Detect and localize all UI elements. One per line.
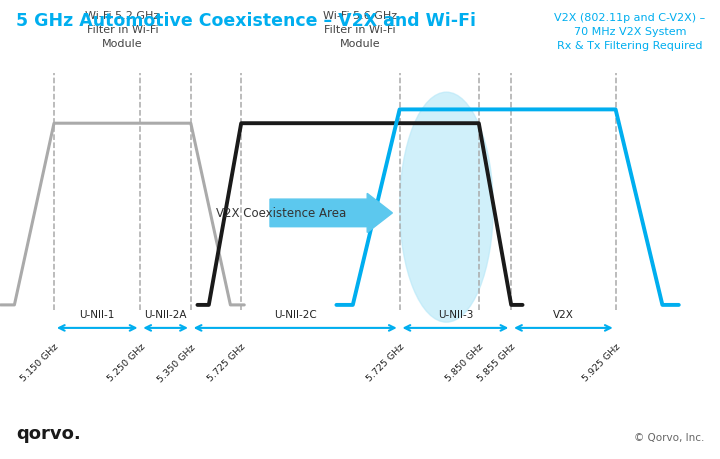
Text: U-NII-3: U-NII-3 bbox=[438, 309, 473, 319]
Text: 5.855 GHz: 5.855 GHz bbox=[477, 342, 518, 383]
Text: 5.725 GHz: 5.725 GHz bbox=[365, 342, 406, 383]
Text: 5.850 GHz: 5.850 GHz bbox=[444, 342, 485, 383]
FancyArrow shape bbox=[270, 194, 392, 233]
Text: qorvo.: qorvo. bbox=[16, 424, 81, 442]
Text: U-NII-2A: U-NII-2A bbox=[144, 309, 187, 319]
Text: Wi-Fi 5.6 GHz
Filter in Wi-Fi
Module: Wi-Fi 5.6 GHz Filter in Wi-Fi Module bbox=[323, 11, 397, 49]
Text: © Qorvo, Inc.: © Qorvo, Inc. bbox=[634, 431, 704, 442]
Text: V2X (802.11p and C-V2X) –
70 MHz V2X System
Rx & Tx Filtering Required: V2X (802.11p and C-V2X) – 70 MHz V2X Sys… bbox=[554, 13, 706, 51]
Text: U-NII-2C: U-NII-2C bbox=[274, 309, 317, 319]
Text: 5 GHz Automotive Coexistence – V2X and Wi-Fi: 5 GHz Automotive Coexistence – V2X and W… bbox=[16, 11, 476, 29]
Text: 5.725 GHz: 5.725 GHz bbox=[207, 342, 248, 383]
Ellipse shape bbox=[400, 93, 493, 322]
Text: Wi-Fi 5.2 GHz
Filter in Wi-Fi
Module: Wi-Fi 5.2 GHz Filter in Wi-Fi Module bbox=[85, 11, 160, 49]
Text: 5.150 GHz: 5.150 GHz bbox=[19, 342, 60, 383]
Text: 5.250 GHz: 5.250 GHz bbox=[106, 342, 147, 383]
Text: 5.350 GHz: 5.350 GHz bbox=[156, 342, 197, 383]
Text: V2X: V2X bbox=[553, 309, 574, 319]
Text: V2X Coexistence Area: V2X Coexistence Area bbox=[216, 207, 346, 220]
Text: 5.925 GHz: 5.925 GHz bbox=[581, 342, 622, 383]
Text: U-NII-1: U-NII-1 bbox=[79, 309, 115, 319]
